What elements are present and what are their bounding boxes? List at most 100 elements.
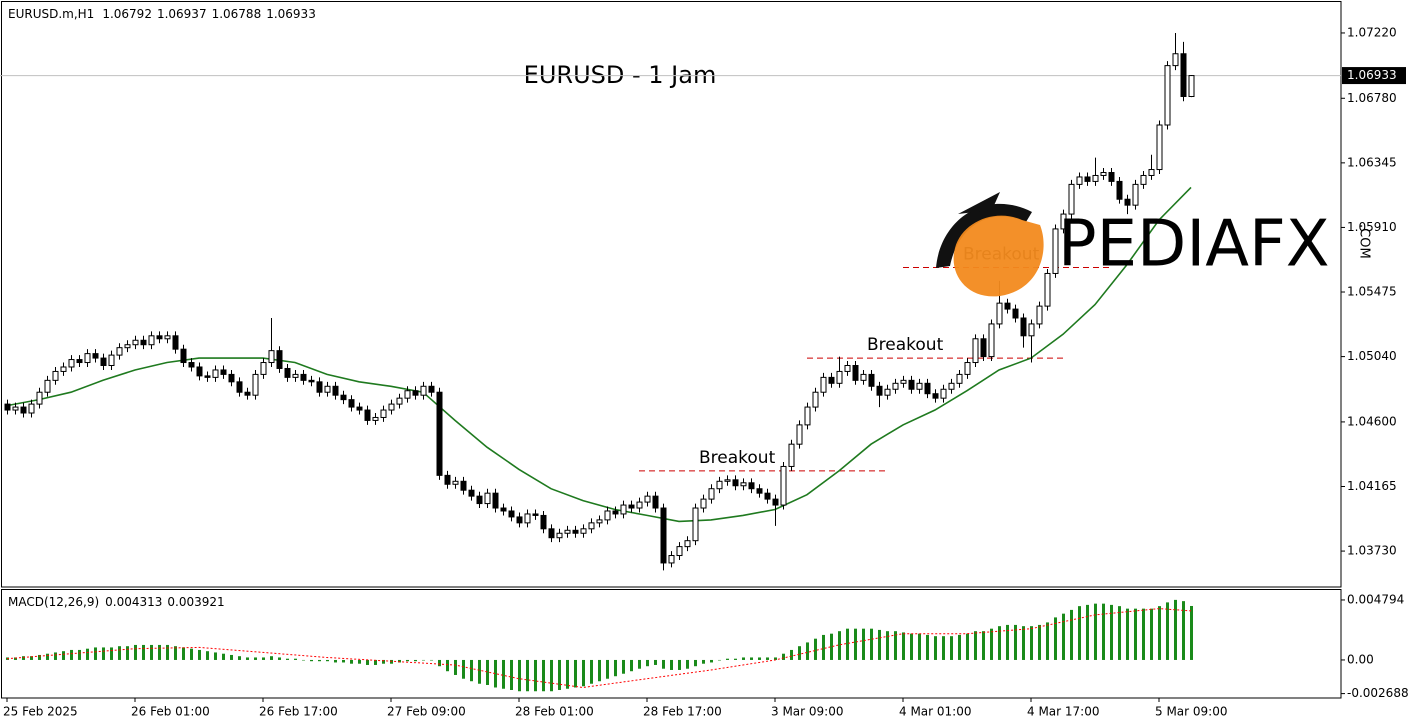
candle-body (364, 409, 371, 421)
candle-body (60, 366, 67, 372)
candle-body (820, 376, 827, 393)
candle-body (844, 365, 851, 372)
candle-body (524, 513, 531, 524)
candle-body (772, 498, 779, 506)
macd-bar (710, 659, 713, 663)
candle-body (668, 555, 675, 564)
candle-body (100, 357, 107, 367)
candle-body (348, 399, 355, 408)
candle-body (1100, 172, 1107, 176)
macd-bar (638, 659, 641, 669)
macd-bar (1062, 613, 1065, 660)
candle-body (172, 335, 179, 350)
candle-body (148, 335, 155, 346)
y-tick-label: 1.06780 (1347, 91, 1397, 105)
candle-body (76, 359, 83, 364)
y-tick-label: 1.05475 (1347, 285, 1397, 299)
macd-bar (902, 632, 905, 660)
candle-body (484, 492, 491, 505)
macd-bar (294, 658, 297, 660)
macd-bar (502, 659, 505, 689)
candle-body (732, 479, 739, 487)
candle-body (1012, 308, 1019, 319)
macd-bar (1014, 624, 1017, 660)
candle-body (532, 513, 539, 516)
candle-body (468, 489, 475, 497)
macd-bar (430, 659, 433, 661)
candle-body (684, 540, 691, 548)
macd-bar (302, 659, 305, 661)
candle-body (612, 510, 619, 515)
candle-body (652, 495, 659, 509)
macd-bar (958, 634, 961, 660)
macd-bar (70, 649, 73, 660)
y-tick-label: 1.05910 (1347, 220, 1397, 234)
candle-body (228, 373, 235, 383)
macd-bar (1158, 606, 1161, 660)
candle-body (388, 403, 395, 411)
candle-body (356, 406, 363, 411)
candle-body (436, 391, 443, 476)
candle-body (292, 373, 299, 378)
macd-bar (358, 659, 361, 664)
candle-body (748, 482, 755, 490)
candle-body (860, 373, 867, 381)
candle-body (20, 406, 27, 414)
x-tick-label: 4 Mar 01:00 (899, 705, 972, 719)
candle-body (44, 379, 51, 393)
candle-body (804, 406, 811, 426)
candle-body (1036, 305, 1043, 325)
candle-body (1172, 53, 1179, 67)
candle-body (28, 403, 35, 414)
candle-body (1140, 174, 1147, 185)
macd-bar (158, 644, 161, 660)
macd-bar (1038, 624, 1041, 660)
macd-bar (102, 647, 105, 660)
candle-body (1076, 176, 1083, 185)
macd-bar (134, 644, 137, 660)
chart-title: EURUSD - 1 Jam (524, 61, 717, 89)
candle-body (540, 514, 547, 530)
candle-body (716, 480, 723, 490)
signal-line (6, 608, 1192, 689)
candle-body (1060, 213, 1067, 230)
candle-body (884, 388, 891, 396)
macd-bar (974, 631, 977, 660)
macd-bar (686, 659, 689, 669)
macd-bar (606, 659, 609, 679)
candle-body (1044, 272, 1051, 307)
candle-body (580, 528, 587, 534)
candle-body (644, 495, 651, 503)
candle-body (1180, 53, 1187, 97)
symbol: EURUSD.m,H1 (8, 7, 94, 21)
annotation-label: Breakout (867, 335, 944, 355)
macd-bar (470, 659, 473, 682)
macd-bar (982, 631, 985, 660)
main-panel-frame (1, 1, 1342, 588)
candle-body (204, 375, 211, 378)
macd-bar (238, 656, 241, 660)
macd-bar (966, 633, 969, 660)
macd-bar (934, 636, 937, 660)
watermark-logo: PEDIAFX .COM (936, 192, 1372, 297)
indicator-y-tick-label: -0.002688 (1347, 686, 1409, 700)
candle-body (420, 385, 427, 396)
candle-body (332, 385, 339, 396)
candle-body (276, 350, 283, 369)
y-tick-label: 1.07220 (1347, 25, 1397, 39)
y-tick-label: 1.04165 (1347, 479, 1397, 493)
candle-body (636, 501, 643, 509)
moving-average (6, 186, 1192, 523)
candle-body (588, 522, 595, 530)
candle-body (68, 359, 75, 368)
macd-bar (142, 644, 145, 660)
y-tick-label: 1.06345 (1347, 155, 1397, 169)
macd-bar (1166, 602, 1169, 660)
macd-bar (910, 633, 913, 660)
candle-body (404, 390, 411, 399)
macd-bar (222, 653, 225, 660)
candle-body (220, 369, 227, 375)
candle-body (140, 339, 147, 346)
candle-body (548, 528, 555, 539)
